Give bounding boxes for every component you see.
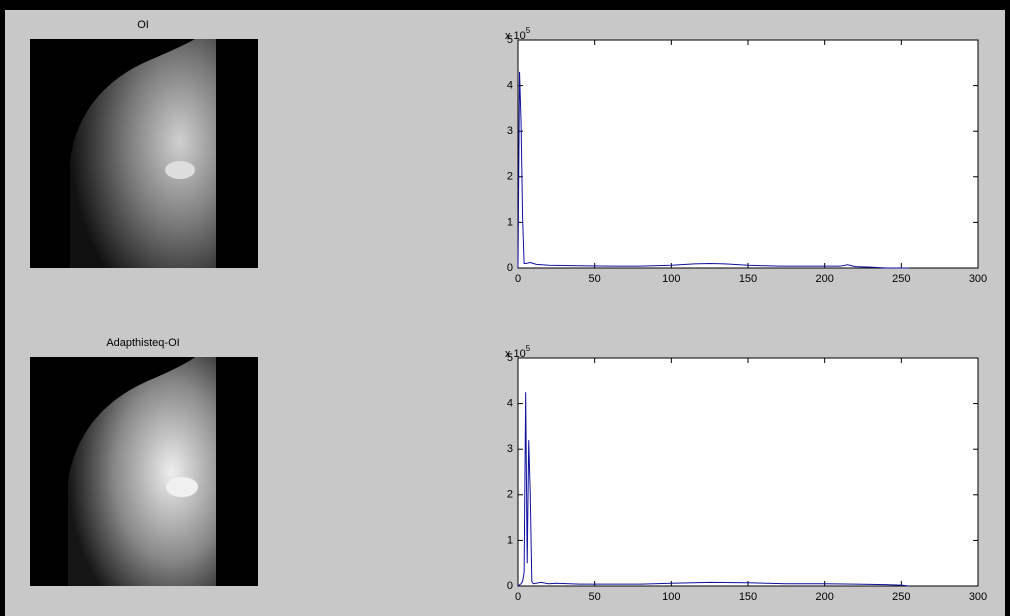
x-tick-label: 100 [662,591,680,603]
x-tick-label: 100 [662,273,680,285]
x-tick-label: 300 [969,591,987,603]
y-tick-label: 1 [507,216,513,228]
x-tick-label: 250 [892,273,910,285]
window-border [0,0,1010,10]
x-tick-label: 200 [815,273,833,285]
x-tick-label: 50 [589,273,601,285]
x-tick-label: 300 [969,273,987,285]
x-tick-label: 0 [515,273,521,285]
y-tick-label: 0 [507,262,513,274]
y-tick-label: 3 [507,443,513,455]
y-tick-label: 2 [507,489,513,501]
y-tick-label: 3 [507,125,513,137]
y-tick-label: 1 [507,534,513,546]
window-border [0,0,5,616]
y-multiplier-base: x 10 [505,30,526,42]
y-tick-label: 4 [507,80,513,92]
x-tick-label: 150 [739,591,757,603]
y-tick-label: 2 [507,171,513,183]
y-multiplier-base: x 10 [505,348,526,360]
figure-window: OI Adapthisteq-OI 0501001502002503000123… [0,0,1010,616]
x-tick-label: 250 [892,591,910,603]
y-multiplier-exponent: 5 [526,26,531,35]
axes [518,40,978,268]
x-tick-label: 150 [739,273,757,285]
image-title: Adapthisteq-OI [106,337,179,349]
image-title: OI [137,19,149,31]
window-border [1005,0,1010,616]
image-panel: Adapthisteq-OI [30,337,258,586]
axes [518,358,978,586]
y-multiplier-exponent: 5 [526,344,531,353]
image-panel: OI [30,19,258,268]
x-tick-label: 200 [815,591,833,603]
y-tick-label: 0 [507,580,513,592]
x-tick-label: 0 [515,591,521,603]
x-tick-label: 50 [589,591,601,603]
y-tick-label: 4 [507,398,513,410]
